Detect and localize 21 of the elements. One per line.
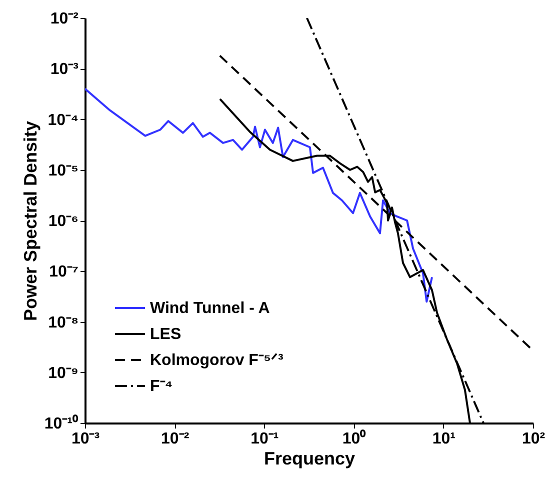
- y-tick-label: 10⁻²: [50, 10, 78, 28]
- legend-label: F⁻⁴: [150, 378, 173, 395]
- y-tick-label: 10⁻³: [50, 61, 78, 78]
- x-tick-label: 10¹: [432, 430, 456, 448]
- x-tick-label: 10²: [522, 430, 546, 448]
- x-tick-label: 10⁻¹: [250, 430, 279, 448]
- x-tick-label: 10⁻³: [71, 430, 100, 448]
- y-tick-label: 10⁻⁸: [48, 314, 78, 332]
- y-tick-label: 10⁻⁴: [48, 112, 79, 129]
- legend-label: Wind Tunnel - A: [150, 300, 270, 317]
- y-tick-label: 10⁻¹⁰: [44, 414, 78, 432]
- legend-label: Kolmogorov F⁻⁵ᐟ³: [150, 352, 284, 369]
- y-tick-label: 10⁻⁹: [48, 364, 78, 382]
- y-tick-label: 10⁻⁷: [49, 264, 78, 281]
- legend-label: LES: [150, 326, 182, 343]
- y-tick-label: 10⁻⁵: [48, 162, 78, 180]
- y-tick-label: 10⁻⁶: [48, 213, 78, 230]
- x-tick-label: 10⁻²: [161, 430, 190, 448]
- x-tick-label: 10⁰: [342, 430, 366, 448]
- x-axis-title: Frequency: [264, 448, 356, 468]
- y-axis-title: Power Spectral Density: [20, 120, 40, 322]
